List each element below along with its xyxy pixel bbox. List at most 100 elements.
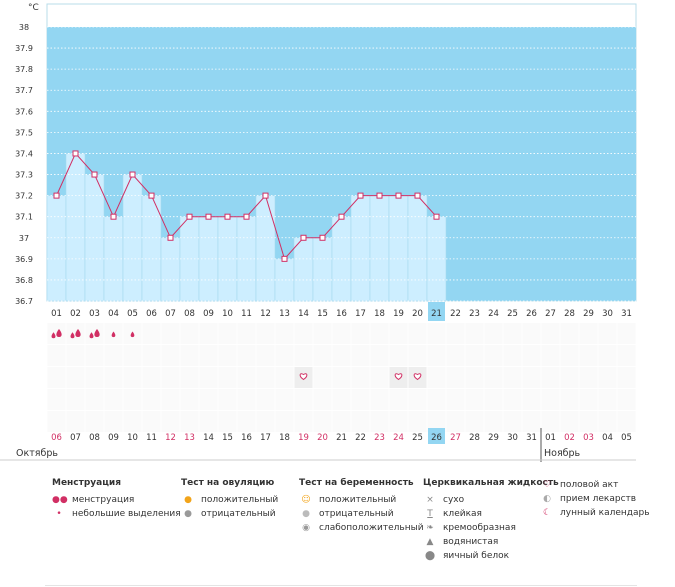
menstruation-drop — [70, 332, 75, 339]
mark-cell — [522, 389, 541, 410]
legend-pregnancy-test: Тест на беременность ☺ положительный ● отр… — [299, 478, 424, 535]
legend-item: ☾ лунный календарь — [540, 506, 650, 520]
mark-cell — [161, 345, 180, 366]
legend-label: слабоположительный — [319, 523, 424, 533]
mark-cell — [256, 411, 275, 432]
temp-point — [224, 213, 231, 220]
mark-cell — [85, 323, 104, 344]
temp-bar — [407, 195, 428, 302]
bottom-divider — [45, 585, 637, 586]
cycle-day-label: 27 — [545, 309, 556, 319]
y-tick-label: 37.2 — [15, 192, 33, 201]
legend-label: отрицательный — [319, 509, 394, 519]
calendar-date-label: 14 — [203, 433, 214, 443]
menstruation-drop — [94, 329, 100, 337]
weak-blob-icon: ◉ — [302, 523, 310, 533]
temp-point — [129, 171, 136, 178]
y-tick-label: 37.7 — [15, 86, 33, 95]
mark-cell — [104, 411, 123, 432]
mark-cell — [465, 411, 484, 432]
calendar-date-label: 30 — [507, 433, 518, 443]
mark-cell — [275, 389, 294, 410]
calendar-date-label: 05 — [621, 433, 632, 443]
mark-cell — [218, 323, 237, 344]
mark-cell — [294, 345, 313, 366]
mark-cell — [123, 367, 142, 388]
legend-item: ● положительный — [181, 493, 278, 507]
mark-cell — [237, 367, 256, 388]
y-tick-label: 38 — [19, 23, 29, 32]
mark-cell — [218, 389, 237, 410]
y-tick-label: 37.3 — [15, 171, 33, 180]
y-tick-label: 37 — [19, 234, 29, 243]
mark-cell — [161, 411, 180, 432]
mark-cell — [275, 345, 294, 366]
calendar-date-label: 06 — [51, 433, 62, 443]
mark-cell — [47, 323, 66, 344]
legend-label: положительный — [201, 495, 279, 505]
mark-cell — [541, 411, 560, 432]
orange-circle-icon: ● — [184, 495, 192, 505]
mark-cell — [427, 411, 446, 432]
mark-cell — [541, 367, 560, 388]
mark-cell — [294, 389, 313, 410]
mark-cell — [218, 345, 237, 366]
calendar-date-label: 24 — [393, 433, 404, 443]
mark-cell — [560, 411, 579, 432]
legend-title: Менструация — [52, 478, 121, 488]
calendar-date-label: 19 — [298, 433, 309, 443]
mark-cell — [370, 389, 389, 410]
mark-cell — [503, 411, 522, 432]
mark-cell — [47, 367, 66, 388]
mark-cell — [161, 389, 180, 410]
mark-cell — [256, 345, 275, 366]
temp-bar — [388, 195, 409, 302]
calendar-date-label: 16 — [241, 433, 252, 443]
mark-cell — [522, 323, 541, 344]
temp-point — [319, 234, 326, 241]
current-date-highlight — [428, 428, 445, 444]
mark-cell — [218, 367, 237, 388]
mark-cell — [313, 389, 332, 410]
temp-point — [205, 213, 212, 220]
temp-bar — [179, 216, 200, 302]
mark-cell — [579, 367, 598, 388]
legend-title: Тест на беременность — [299, 478, 414, 488]
legend-label: отрицательный — [201, 509, 276, 519]
calendar-date-label: 10 — [127, 433, 138, 443]
pill-icon: ◐ — [543, 494, 551, 504]
temp-bar — [293, 237, 314, 302]
temp-point — [91, 171, 98, 178]
mark-cell — [503, 389, 522, 410]
mark-cell — [104, 367, 123, 388]
cycle-day-label: 28 — [564, 309, 575, 319]
mark-cell — [142, 345, 161, 366]
mark-cell — [579, 345, 598, 366]
t-icon: T — [427, 509, 433, 519]
legend-item: ◐ прием лекарств — [540, 492, 650, 506]
mark-cell — [199, 389, 218, 410]
temp-point — [376, 192, 383, 199]
unit-label: °C — [28, 3, 39, 13]
mark-cell — [161, 323, 180, 344]
mark-cell — [104, 345, 123, 366]
calendar-date-label: 31 — [526, 433, 537, 443]
mark-cell — [484, 389, 503, 410]
mark-cell — [47, 389, 66, 410]
mark-cell — [560, 389, 579, 410]
mark-cell — [180, 323, 199, 344]
small-drop-icon: • — [56, 509, 62, 519]
mark-cell — [598, 411, 617, 432]
menstruation-drop — [51, 332, 56, 339]
cycle-day-label: 15 — [317, 309, 328, 319]
heart-icon — [413, 373, 422, 381]
heart-icon — [299, 373, 308, 381]
mark-cell — [579, 323, 598, 344]
y-tick-label: 37.6 — [15, 107, 33, 116]
cycle-day-label: 08 — [184, 309, 195, 319]
mark-cell — [351, 411, 370, 432]
temp-bar — [274, 258, 295, 302]
cycle-day-label: 11 — [241, 309, 252, 319]
temp-bar — [46, 195, 67, 302]
cycle-day-label: 18 — [374, 309, 385, 319]
